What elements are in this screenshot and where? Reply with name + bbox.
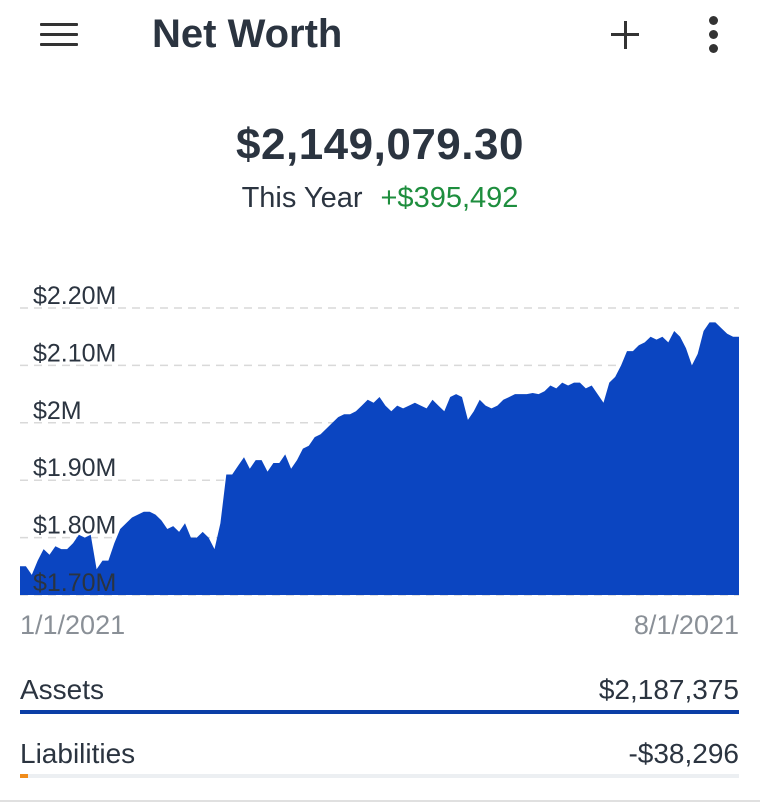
net-worth-total: $2,149,079.30: [236, 120, 524, 169]
assets-label: Assets: [20, 674, 105, 705]
menu-button[interactable]: [38, 21, 80, 49]
bottom-divider: [0, 800, 760, 802]
y-tick-label: $2.20M: [33, 282, 116, 310]
liabilities-bar-fill: [20, 774, 28, 778]
liabilities-row[interactable]: Liabilities -$38,296: [20, 738, 739, 770]
x-start-label: 1/1/2021: [20, 610, 125, 640]
liabilities-value: -$38,296: [628, 738, 739, 769]
assets-value: $2,187,375: [598, 674, 739, 705]
assets-row[interactable]: Assets $2,187,375: [20, 674, 739, 706]
y-tick-label: $1.70M: [33, 569, 116, 597]
x-end-label: 8/1/2021: [634, 610, 739, 640]
app-bar: Net Worth: [0, 0, 760, 72]
period-change-value: +$395,492: [380, 182, 519, 214]
liabilities-bar-track: [20, 774, 739, 778]
more-options-button[interactable]: [700, 14, 728, 56]
net-worth-summary: $2,149,079.30 This Year +$395,492: [0, 120, 760, 215]
y-tick-label: $1.90M: [33, 454, 116, 482]
y-tick-label: $2M: [33, 397, 82, 425]
assets-bar: [20, 710, 739, 714]
liabilities-label: Liabilities: [20, 738, 136, 769]
net-worth-chart-svg: $2.20M $2.10M $2M $1.90M $1.80M $1.70M 1/1/202…: [20, 282, 739, 640]
y-tick-label: $2.10M: [33, 339, 116, 367]
add-button[interactable]: [604, 14, 646, 56]
period-label: This Year: [241, 182, 363, 214]
net-worth-area-series: [20, 322, 739, 595]
y-tick-label: $1.80M: [33, 512, 116, 540]
period-change-row: This Year +$395,492: [0, 182, 760, 215]
net-worth-chart[interactable]: $2.20M $2.10M $2M $1.90M $1.80M $1.70M 1/1/202…: [0, 270, 760, 640]
page-title: Net Worth: [152, 12, 343, 56]
